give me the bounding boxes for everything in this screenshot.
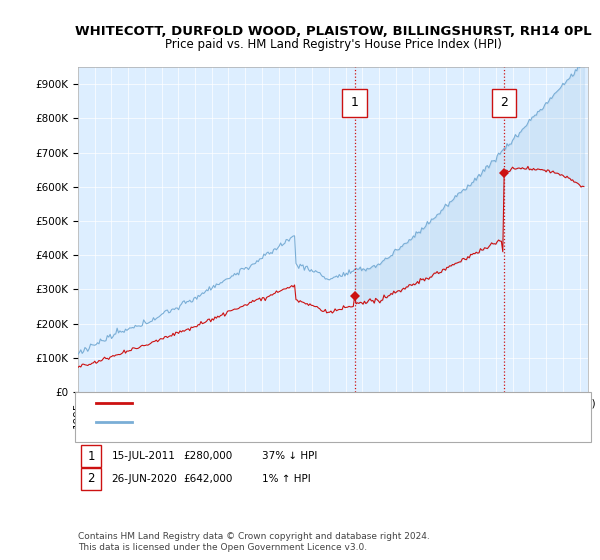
Text: 1: 1: [350, 96, 359, 109]
Text: £280,000: £280,000: [184, 451, 233, 461]
Text: HPI: Average price, detached house, Chichester: HPI: Average price, detached house, Chic…: [138, 417, 387, 427]
Text: 15-JUL-2011: 15-JUL-2011: [112, 451, 175, 461]
Text: 26-JUN-2020: 26-JUN-2020: [112, 474, 178, 484]
Text: WHITECOTT, DURFOLD WOOD, PLAISTOW, BILLINGSHURST, RH14 0PL: WHITECOTT, DURFOLD WOOD, PLAISTOW, BILLI…: [74, 25, 592, 38]
Text: 2: 2: [500, 96, 508, 109]
FancyBboxPatch shape: [492, 89, 517, 116]
Text: 37% ↓ HPI: 37% ↓ HPI: [262, 451, 317, 461]
Text: 1% ↑ HPI: 1% ↑ HPI: [262, 474, 310, 484]
Text: Contains HM Land Registry data © Crown copyright and database right 2024.
This d: Contains HM Land Registry data © Crown c…: [78, 532, 430, 552]
FancyBboxPatch shape: [343, 89, 367, 116]
Text: 2: 2: [88, 472, 95, 486]
Text: WHITECOTT, DURFOLD WOOD, PLAISTOW, BILLINGSHURST, RH14 0PL (detached house): WHITECOTT, DURFOLD WOOD, PLAISTOW, BILLI…: [138, 398, 596, 408]
Text: 1: 1: [88, 450, 95, 463]
Text: £642,000: £642,000: [184, 474, 233, 484]
Text: Price paid vs. HM Land Registry's House Price Index (HPI): Price paid vs. HM Land Registry's House …: [164, 38, 502, 51]
